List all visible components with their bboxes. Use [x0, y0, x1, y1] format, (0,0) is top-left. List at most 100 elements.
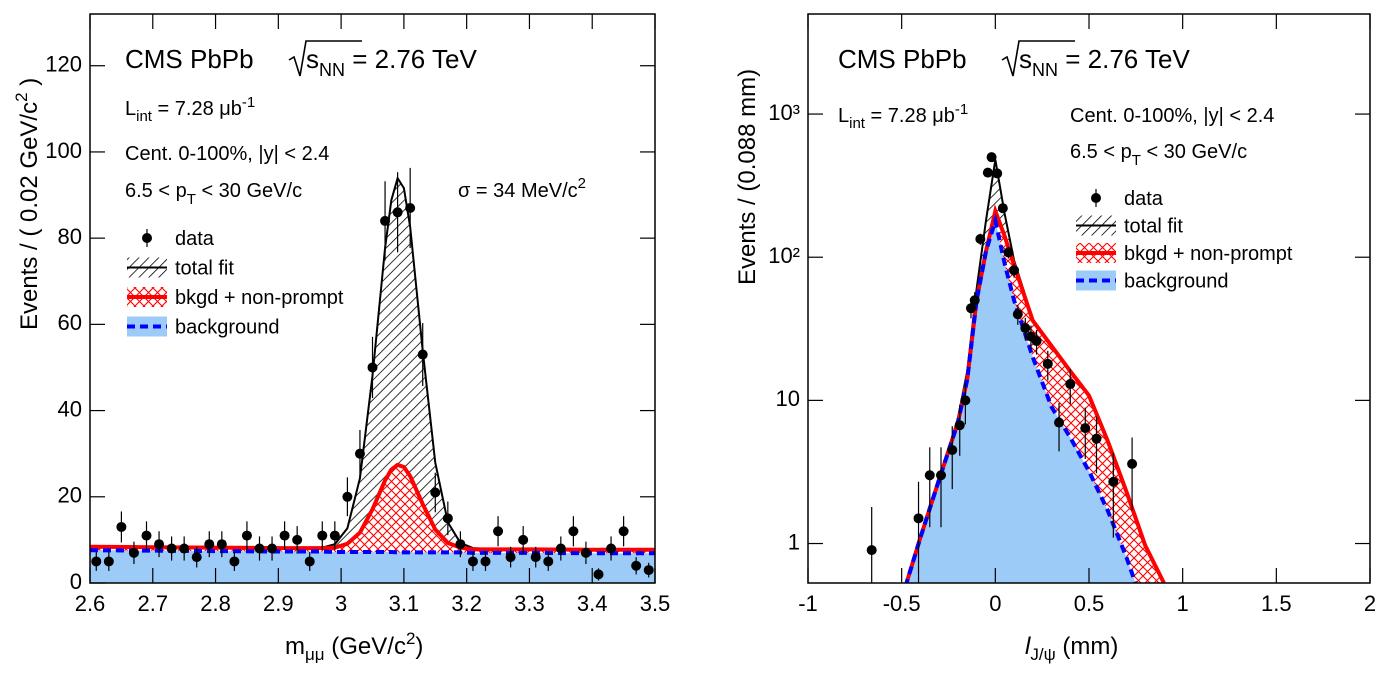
mass-width: σ = 34 MeV/c2 [458, 175, 586, 202]
y-tick-label: 40 [58, 396, 82, 421]
x-tick-label: 1.5 [1261, 591, 1292, 616]
y-title-close: ) [16, 78, 43, 93]
x-tick-label: 3 [335, 591, 347, 616]
y-axis-title: Events / (0.088 mm) [734, 69, 761, 285]
x-tick-label: 0 [989, 591, 1001, 616]
experiment: CMS PbPb [838, 44, 967, 74]
legend-label: total fit [175, 258, 234, 280]
y-tick-label: 10 [776, 386, 800, 411]
data-point [430, 487, 441, 498]
data-point [304, 556, 315, 567]
data-point [924, 470, 935, 481]
data-point [866, 545, 877, 556]
data-point [141, 530, 152, 541]
x-tick-label: 3.2 [451, 591, 482, 616]
data-point [1031, 335, 1042, 346]
data-point [354, 448, 365, 459]
data-point [1108, 476, 1119, 487]
legend-symbol [142, 233, 152, 243]
data-point [997, 203, 1008, 214]
background-line [904, 212, 1138, 583]
x-axis-title: lJ/ψ (mm) [1025, 633, 1118, 664]
data-point [154, 539, 165, 550]
data-point [179, 543, 190, 554]
x-tick-label: 3.3 [514, 591, 545, 616]
x-tick-label: 2.7 [137, 591, 168, 616]
x-tick-label: 3.4 [577, 591, 608, 616]
data-point [1054, 417, 1065, 428]
data-point [975, 234, 986, 245]
data-point [1127, 458, 1138, 469]
x-title-l: l [1025, 633, 1031, 660]
y-tick-label: 10² [768, 243, 800, 268]
data-point [954, 420, 965, 431]
x-title-sup: 2 [406, 629, 415, 648]
data-point [555, 543, 566, 554]
experiment: CMS PbPb [125, 44, 254, 74]
total-fit-area [90, 178, 655, 583]
sqrt-sign [288, 40, 362, 77]
data-point [455, 539, 466, 550]
legend-label: total fit [1124, 216, 1183, 238]
x-title-close: ) [415, 633, 423, 660]
y-tick-label: 1 [788, 529, 800, 554]
data-point [342, 491, 353, 502]
pt-value: < 30 GeV/c [196, 180, 302, 202]
data-point [392, 207, 403, 218]
plot-area [90, 167, 655, 583]
data-point [128, 547, 139, 558]
data-point [91, 556, 102, 567]
data-point [442, 513, 453, 524]
x-tick-label: 3.5 [640, 591, 671, 616]
luminosity: Lint = 7.28 μb-1 [838, 101, 968, 132]
data-point [643, 565, 654, 576]
background-area [906, 220, 1136, 583]
data-point [467, 556, 478, 567]
data-point [960, 395, 971, 406]
energy-sub: NN [1032, 60, 1058, 80]
x-title-unit: (GeV/c [325, 633, 406, 660]
y-tick-label: 80 [58, 224, 82, 249]
data-point [1080, 423, 1091, 434]
data-point [986, 152, 997, 163]
x-title-sub: J/ψ [1030, 645, 1055, 664]
data-point [116, 521, 127, 532]
y-tick-label: 20 [58, 483, 82, 508]
lumi-sup: -1 [955, 101, 968, 118]
lumi-l: L [838, 105, 849, 127]
y-tick-label: 100 [45, 138, 82, 163]
pt-sub: T [1132, 152, 1141, 169]
data-point [405, 202, 416, 213]
data-point [992, 168, 1003, 179]
data-point [317, 530, 328, 541]
sqrt-sign [1001, 40, 1075, 77]
lumi-l: L [125, 98, 136, 120]
data-point [1009, 265, 1020, 276]
data-point [913, 513, 924, 524]
data-point [969, 295, 980, 306]
pt-sub: T [187, 191, 196, 208]
energy: sNN = 2.76 TeV [306, 44, 477, 80]
x-axis-title: mμμ (GeV/c2) [285, 629, 423, 664]
x-title-m: m [285, 633, 305, 660]
y-title-sup: 2 [12, 92, 31, 101]
data-point [1091, 433, 1102, 444]
y-axis-title: Events / ( 0.02 GeV/c2 ) [12, 78, 43, 330]
luminosity: Lint = 7.28 μb-1 [125, 94, 255, 125]
data-point [254, 543, 265, 554]
legend-label: data [175, 228, 215, 250]
data-point [417, 349, 428, 360]
x-tick-label: 2.9 [263, 591, 294, 616]
data-point [936, 470, 947, 481]
data-point [229, 556, 240, 567]
data-point [204, 539, 215, 550]
x-tick-label: 2.8 [200, 591, 231, 616]
energy-value: = 2.76 TeV [1058, 44, 1190, 74]
data-point [982, 167, 993, 178]
data-point [618, 526, 629, 537]
data-point [518, 534, 529, 545]
lumi-sub: int [849, 115, 866, 132]
data-point [505, 552, 516, 563]
background-line [90, 548, 655, 556]
